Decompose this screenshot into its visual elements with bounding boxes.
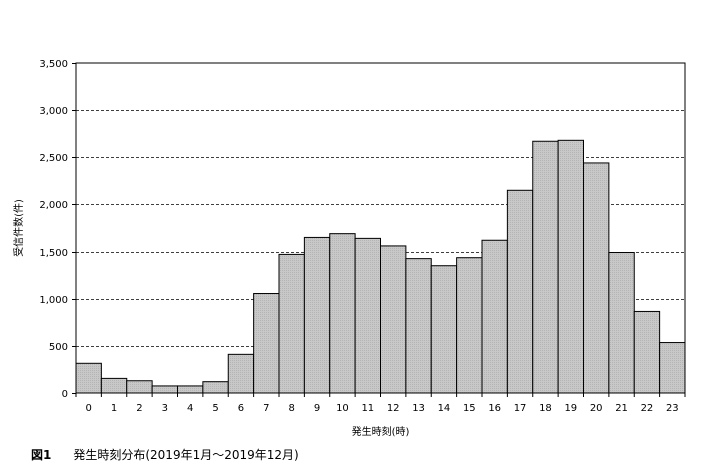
bar — [557, 139, 584, 394]
bar — [100, 377, 128, 394]
bar — [177, 385, 204, 394]
x-tick-label: 20 — [590, 403, 603, 414]
x-tick-label: 7 — [263, 403, 269, 414]
x-tick-label: 15 — [463, 403, 476, 414]
y-tick-label: 500 — [49, 342, 68, 353]
y-tick-label: 3,500 — [39, 59, 68, 70]
bar — [151, 385, 178, 394]
caption-text: 発生時刻分布(2019年1月～2019年12月) — [73, 448, 299, 462]
x-tick-label: 0 — [86, 403, 92, 414]
y-tick-label: 1,000 — [39, 295, 68, 306]
bars — [75, 139, 686, 394]
bar — [227, 353, 255, 394]
x-tick-label: 10 — [336, 403, 349, 414]
x-tick-label: 5 — [212, 403, 218, 414]
bar — [75, 362, 102, 394]
x-tick-label: 4 — [187, 403, 193, 414]
y-tick-label: 0 — [62, 389, 68, 400]
bar — [278, 253, 305, 394]
bar — [253, 293, 280, 394]
x-tick-label: 23 — [666, 403, 679, 414]
x-axis-ticks: 0 1 2 3 4 5 6 7 8 9 10 11 12 13 14 15 16 17 18 19 20 21 22 23 — [75, 393, 686, 414]
x-tick-label: 19 — [564, 403, 577, 414]
x-tick-label: 9 — [314, 403, 320, 414]
bar — [456, 257, 483, 394]
bar — [303, 236, 331, 394]
x-axis-label: 発生時刻(時) — [352, 425, 410, 438]
bar — [506, 189, 534, 394]
bar — [659, 342, 686, 394]
bar — [380, 245, 407, 394]
x-tick-label: 2 — [136, 403, 142, 414]
y-tick-label: 2,500 — [39, 153, 68, 164]
figure-caption: 図1 発生時刻分布(2019年1月～2019年12月) — [31, 446, 299, 463]
x-tick-label: 1 — [111, 403, 117, 414]
bar — [608, 252, 635, 394]
bar — [329, 233, 356, 394]
x-tick-label: 11 — [361, 403, 374, 414]
y-tick-label: 2,000 — [39, 200, 68, 211]
figure-number: 図1 — [31, 448, 52, 462]
y-tick-label: 3,000 — [39, 106, 68, 117]
bar — [354, 237, 381, 394]
x-tick-label: 17 — [514, 403, 527, 414]
bar — [583, 162, 610, 394]
x-tick-label: 22 — [641, 403, 654, 414]
x-tick-label: 12 — [387, 403, 400, 414]
bar — [532, 140, 559, 394]
x-tick-label: 18 — [539, 403, 552, 414]
x-tick-label: 3 — [162, 403, 168, 414]
y-axis-ticks: 0 500 1,000 1,500 2,000 2,500 3,000 3,500 — [39, 59, 76, 400]
x-tick-label: 21 — [615, 403, 628, 414]
bar — [405, 258, 432, 394]
x-tick-label: 8 — [289, 403, 295, 414]
bar — [430, 265, 458, 394]
y-tick-label: 1,500 — [39, 248, 68, 259]
bar — [481, 239, 508, 394]
bar — [633, 310, 661, 394]
y-axis-label: 受信件数(件) — [12, 199, 25, 257]
x-tick-label: 13 — [412, 403, 425, 414]
x-tick-label: 14 — [438, 403, 451, 414]
x-tick-label: 16 — [488, 403, 501, 414]
x-tick-label: 6 — [238, 403, 244, 414]
bar — [126, 380, 153, 394]
bar — [202, 381, 229, 394]
